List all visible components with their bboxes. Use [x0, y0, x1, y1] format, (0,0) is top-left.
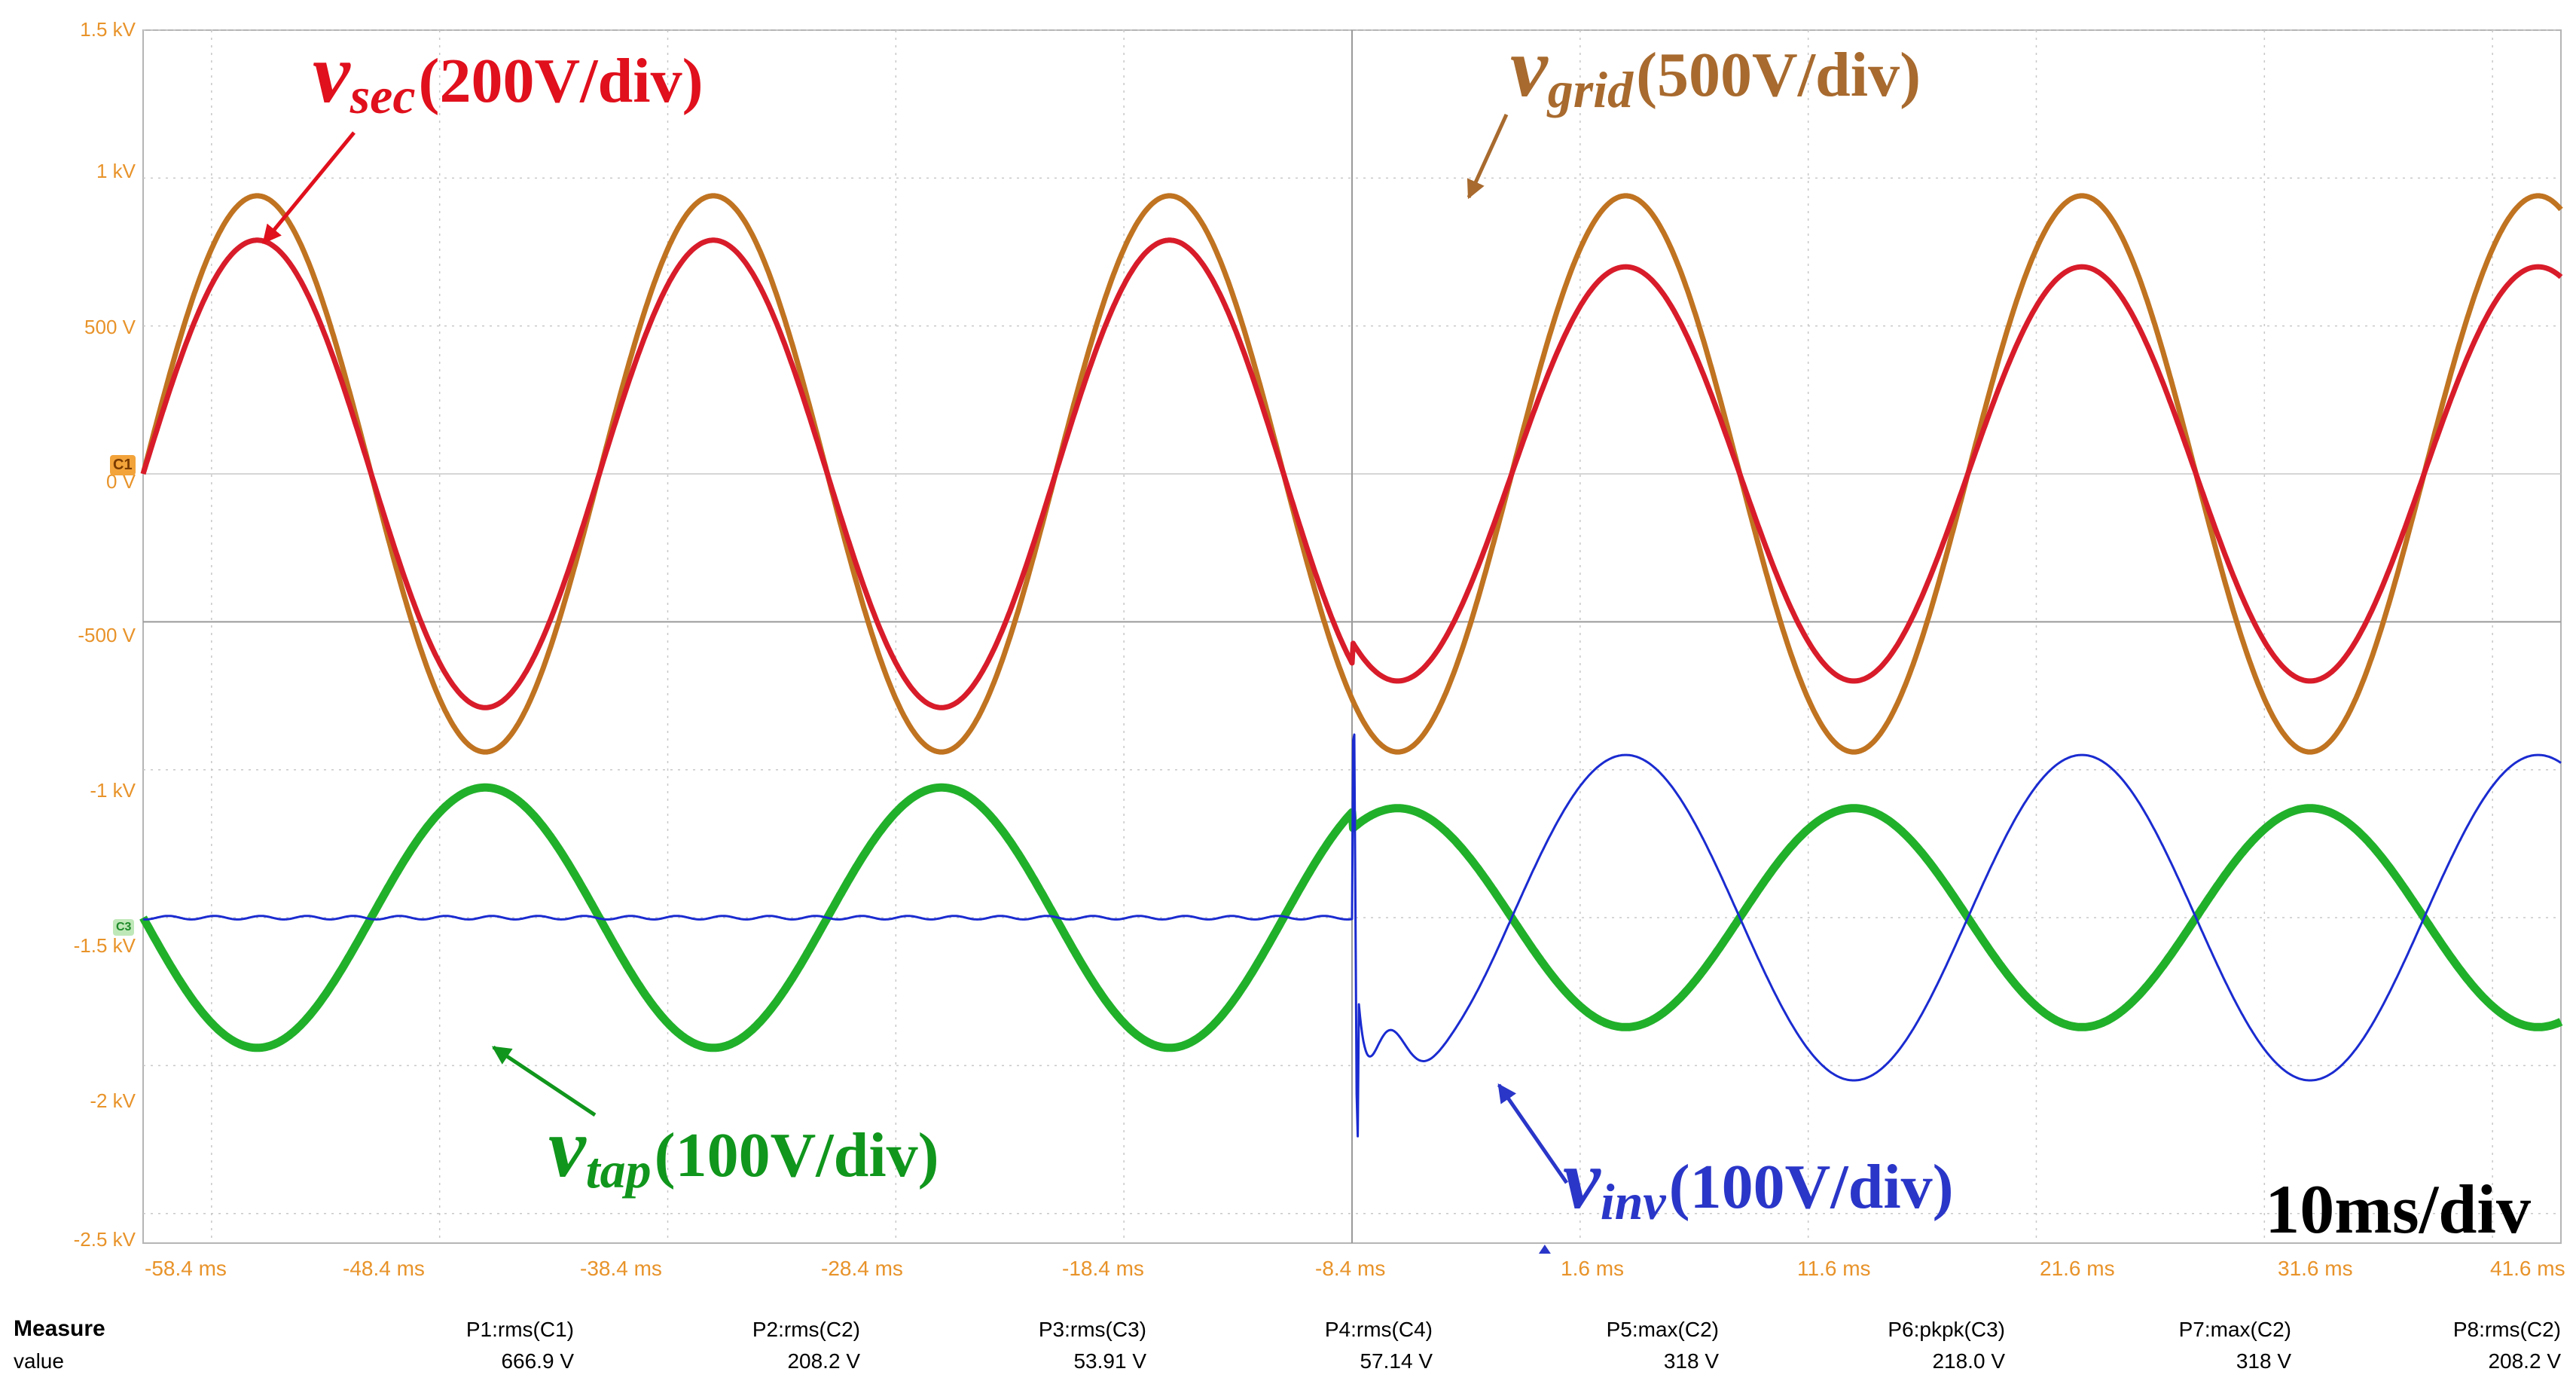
measure-value: 318 V	[2236, 1349, 2291, 1373]
measure-name: P4:rms(C4)	[1324, 1318, 1433, 1341]
label-v-inv: vinv (100V/div)	[1563, 1138, 1954, 1227]
label-v-grid: vgrid (500V/div)	[1510, 26, 1921, 115]
trace-v-inv	[142, 733, 2562, 1138]
channel-marker-c3: C3	[113, 919, 135, 936]
measure-name: P8:rms(C2)	[2452, 1318, 2561, 1341]
measure-value: 57.14 V	[1360, 1349, 1433, 1373]
label-v-sec-scale: (200V/div)	[418, 46, 704, 116]
measure-value: 208.2 V	[787, 1349, 860, 1373]
measure-name: P6:pkpk(C3)	[1888, 1318, 2005, 1341]
timebase-label: 10ms/div	[2265, 1171, 2531, 1248]
x-tick-label: 1.6 ms	[1561, 1257, 1625, 1280]
annotation-arrow	[262, 131, 356, 244]
label-v-inv-scale: (100V/div)	[1668, 1152, 1954, 1222]
y-tick-label: -2.5 kV	[73, 1228, 136, 1251]
label-v-inv-sub: inv	[1600, 1172, 1666, 1230]
y-tick-label: 1.5 kV	[80, 18, 136, 41]
graticule	[142, 29, 2562, 1254]
channel-marker-c1: C1	[110, 455, 136, 475]
x-tick-label: -28.4 ms	[821, 1257, 903, 1280]
trace-v-grid	[140, 193, 2563, 755]
x-tick-label: -48.4 ms	[343, 1257, 425, 1280]
measure-value: 218.0 V	[1932, 1349, 2005, 1373]
label-v-sec-sub: sec	[349, 66, 416, 124]
annotation-arrows	[262, 113, 1569, 1184]
x-tick-label: 31.6 ms	[2278, 1257, 2353, 1280]
trigger-marker	[1538, 1245, 1551, 1254]
measure-value: 208.2 V	[2488, 1349, 2561, 1373]
y-tick-label: -500 V	[78, 624, 136, 646]
x-tick-label: 41.6 ms	[2490, 1257, 2565, 1280]
measure-value: 666.9 V	[501, 1349, 574, 1373]
annotation-arrow	[491, 1045, 597, 1117]
label-v-tap-symbol: v	[548, 1101, 586, 1195]
y-tick-label: -2 kV	[90, 1089, 136, 1112]
y-tick-label: 1 kV	[96, 160, 136, 182]
label-v-sec: vsec (200V/div)	[313, 32, 704, 121]
measure-name: P2:rms(C2)	[752, 1318, 860, 1341]
annotation-arrow	[1467, 113, 1509, 200]
label-v-inv-symbol: v	[1563, 1133, 1601, 1227]
measure-name: P1:rms(C1)	[465, 1318, 574, 1341]
traces	[139, 193, 2564, 1138]
x-tick-label: -58.4 ms	[145, 1257, 227, 1280]
measure-name: P5:max(C2)	[1606, 1318, 1719, 1341]
trace-v-sec	[140, 237, 2563, 710]
label-v-grid-scale: (500V/div)	[1636, 40, 1921, 110]
measure-value: 53.91 V	[1073, 1349, 1146, 1373]
annotation-arrow	[1497, 1083, 1569, 1184]
label-v-sec-symbol: v	[313, 27, 350, 121]
label-v-tap-scale: (100V/div)	[654, 1120, 939, 1190]
measure-table: Measure value P1:rms(C1) 666.9 V P2:rms(…	[0, 1307, 2576, 1387]
label-v-tap: vtap (100V/div)	[548, 1106, 939, 1196]
x-tick-label: -18.4 ms	[1062, 1257, 1144, 1280]
x-tick-label: 11.6 ms	[1797, 1257, 1871, 1280]
y-tick-label: -1.5 kV	[73, 934, 136, 957]
label-v-tap-sub: tap	[585, 1141, 652, 1199]
x-tick-label: -38.4 ms	[580, 1257, 662, 1280]
x-tick-label: 21.6 ms	[2040, 1257, 2115, 1280]
measure-name: P7:max(C2)	[2178, 1318, 2291, 1341]
y-tick-label: 500 V	[84, 316, 136, 338]
measure-name: P3:rms(C3)	[1038, 1318, 1146, 1341]
x-tick-label: -8.4 ms	[1315, 1257, 1386, 1280]
y-tick-label: -1 kV	[90, 779, 136, 802]
label-v-grid-symbol: v	[1510, 21, 1548, 115]
label-v-grid-sub: grid	[1547, 60, 1634, 118]
measure-value: 318 V	[1663, 1349, 1719, 1373]
measure-header: Measure	[14, 1316, 105, 1341]
measure-row-label: value	[14, 1349, 64, 1373]
